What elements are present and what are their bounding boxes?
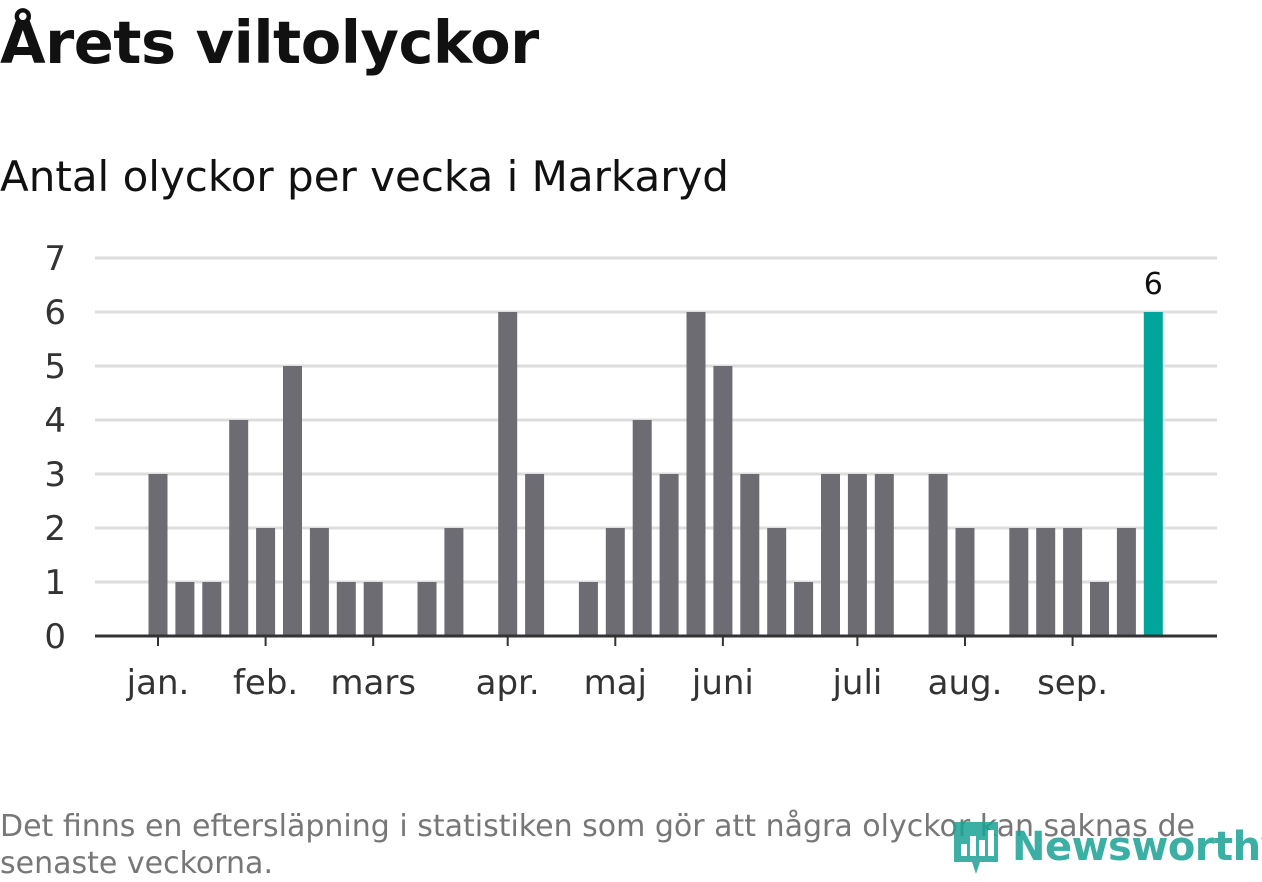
bar [686,312,706,636]
bar [283,366,302,636]
x-tick-label: mars [330,663,416,703]
bar [256,528,276,636]
bar [659,474,679,636]
x-tick-label: feb. [233,663,298,703]
y-tick-label: 4 [44,401,66,441]
bar [821,474,840,636]
bar [363,582,383,636]
bar [229,420,249,636]
bar [713,366,733,636]
bar [578,582,598,636]
x-tick-label: apr. [476,663,540,703]
x-tick-label: maj [584,663,647,703]
newsworthy-logo-icon [954,822,998,874]
bars [148,312,1163,636]
y-tick-label: 0 [44,617,66,657]
data-labels: 6 [1144,267,1163,302]
bar [1116,528,1136,636]
y-tick-label: 3 [44,455,66,495]
bar [148,474,168,636]
x-axis-ticks: jan. feb. mars apr. maj juni juli aug. sep. [126,636,1108,703]
bar [202,582,222,636]
y-tick-label: 7 [44,239,66,279]
y-axis-ticks: 0 1 2 3 4 5 6 7 [44,239,66,657]
x-tick-label: juni [691,663,754,703]
bar [740,474,760,636]
y-tick-label: 5 [44,347,66,387]
bar [794,582,814,636]
bar [767,528,787,636]
chart-title: Årets viltolyckor [0,8,539,77]
bar [847,474,867,636]
bar [498,312,518,636]
bar [955,528,975,636]
gridlines [95,256,1217,584]
logo-text: Newsworthy [1012,824,1262,870]
bar [874,474,894,636]
bar [525,474,545,636]
bar [605,528,625,636]
x-tick-label: sep. [1037,663,1108,703]
newsworthy-logo[interactable]: Newsworthy [950,818,1262,876]
chart-subtitle: Antal olyckor per vecka i Markaryd [0,152,729,201]
bar [928,474,948,636]
bar [632,420,652,636]
y-tick-label: 1 [44,563,66,603]
bar [1090,582,1109,636]
data-label: 6 [1144,267,1163,302]
x-tick-label: juli [831,663,882,703]
x-tick-label: jan. [126,663,190,703]
bar [1036,528,1056,636]
bar [444,528,464,636]
bar [175,582,195,636]
bar [417,582,437,636]
bar [336,582,356,636]
bar [1063,528,1083,636]
bar [309,528,329,636]
y-tick-label: 6 [44,293,66,333]
bar-highlight [1143,312,1163,636]
y-tick-label: 2 [44,509,66,549]
bar [1009,528,1029,636]
x-tick-label: aug. [928,663,1003,703]
